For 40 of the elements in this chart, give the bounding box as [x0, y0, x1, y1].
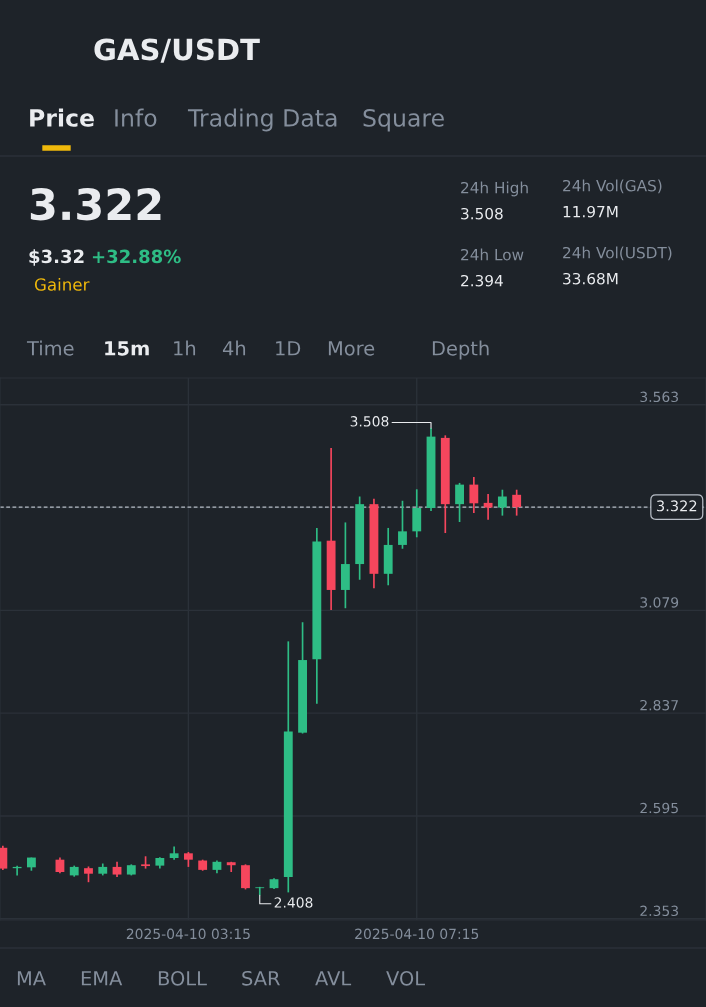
- text: 2.394: [461, 274, 503, 287]
- text: VOL: [386, 970, 425, 986]
- text: Time: [26, 340, 74, 356]
- text: 24h Vol(USDT): [563, 246, 672, 261]
- text: AVL: [315, 971, 352, 986]
- text: 15m: [105, 341, 149, 356]
- text: SAR: [242, 970, 280, 986]
- chart-title: GAS/USDT: [94, 38, 260, 63]
- text: Price: [30, 108, 94, 127]
- text: MA: [17, 971, 46, 986]
- text: More: [328, 341, 375, 356]
- text: Info: [115, 108, 157, 127]
- text: 24h Vol(GAS): [563, 179, 662, 194]
- text: $3.32: [29, 249, 84, 266]
- text: Trading Data: [187, 108, 337, 132]
- y-tick-label: 2.595: [640, 802, 678, 814]
- text: 24h High: [461, 181, 528, 197]
- text: 1D: [276, 341, 301, 356]
- y-tick-label: 3.563: [640, 391, 678, 403]
- text: 1h: [174, 340, 196, 356]
- ref-line-label: 3.322: [657, 500, 697, 512]
- x-tick-label: 2025-04-10 03:15: [126, 928, 250, 940]
- annotation: 2.408: [274, 897, 313, 908]
- y-tick-label: 3.079: [640, 597, 679, 608]
- text: 24h Low: [461, 248, 524, 261]
- y-tick-label: 2.353: [640, 905, 678, 917]
- text: +32.88%: [92, 249, 181, 264]
- text: Gainer: [34, 277, 90, 291]
- x-tick-label: 2025-04-10 07:15: [355, 928, 479, 940]
- text: 4h: [222, 340, 246, 356]
- text: Square: [363, 108, 444, 132]
- text: 33.68M: [563, 272, 618, 285]
- text: 3.508: [461, 207, 503, 220]
- text: Depth: [432, 340, 489, 360]
- y-tick-label: 2.837: [640, 699, 678, 711]
- text: 3.322: [30, 187, 161, 221]
- text: 11.97M: [563, 205, 618, 218]
- text: EMA: [81, 971, 123, 986]
- text: BOLL: [158, 970, 207, 986]
- annotation: 3.508: [350, 416, 389, 427]
